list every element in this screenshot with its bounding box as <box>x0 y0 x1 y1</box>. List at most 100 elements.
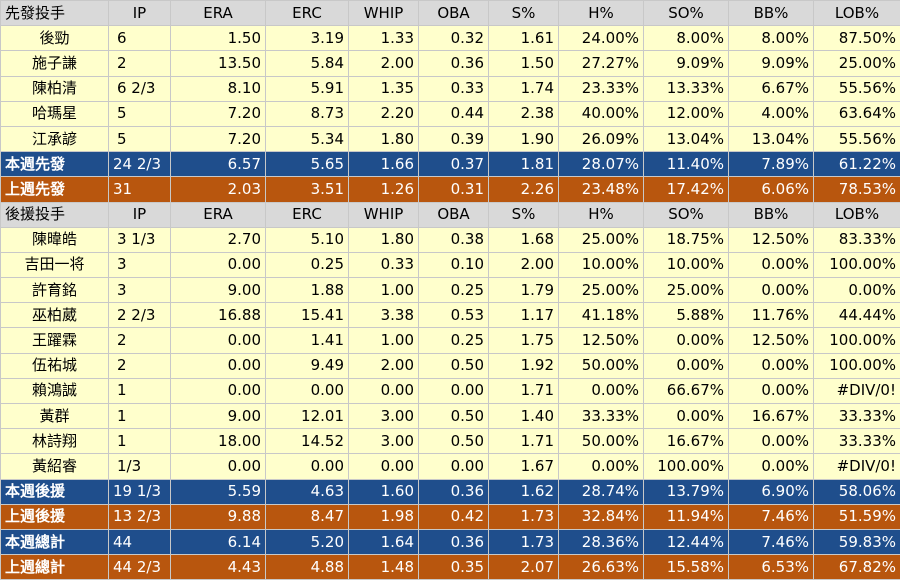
stat-cell: 0.00 <box>170 251 266 279</box>
stat-cell: 2 2/3 <box>108 302 171 329</box>
stat-cell: 1.92 <box>488 352 559 379</box>
stat-cell: 5 <box>108 125 171 153</box>
stat-cell: 1.71 <box>488 428 559 455</box>
stat-cell: 33.33% <box>813 402 900 430</box>
stat-cell: 24.00% <box>558 25 644 52</box>
row-label-cell: 黃群 <box>0 402 109 430</box>
stat-cell: 1.00 <box>348 277 419 304</box>
stat-cell: 3 1/3 <box>108 226 171 253</box>
stat-cell: 7.46% <box>728 528 814 556</box>
reliever-row: 賴鴻誠 1 0.00 0.00 0.00 0.00 1.71 0.00% 66.67% 0.00%… <box>0 377 900 405</box>
stat-cell: #DIV/0! <box>813 377 900 405</box>
stat-cell: 14.52 <box>265 428 349 455</box>
stat-cell: 8.00% <box>643 25 729 52</box>
stat-cell: WHIP <box>348 0 419 27</box>
stat-cell: 0.44 <box>418 100 489 127</box>
stat-cell: 0.00 <box>348 453 419 480</box>
stat-cell: 1.50 <box>488 50 559 77</box>
stat-cell: 78.53% <box>813 176 900 203</box>
stat-cell: 0.00% <box>728 428 814 455</box>
stat-cell: 8.10 <box>170 75 266 102</box>
stat-cell: 12.50% <box>728 327 814 354</box>
stat-cell: 10.00% <box>643 251 729 279</box>
stat-cell: 32.84% <box>558 503 644 530</box>
stat-cell: ERC <box>265 201 349 228</box>
stat-cell: 100.00% <box>813 251 900 279</box>
stat-cell: 27.27% <box>558 50 644 77</box>
row-label-cell: 上週後援 <box>0 503 109 530</box>
grand-last-week-total-row: 上週總計 44 2/3 4.43 4.88 1.48 0.35 2.07 26.63% 15.5… <box>0 554 900 581</box>
stat-cell: 13.33% <box>643 75 729 102</box>
stat-cell: 2 <box>108 50 171 77</box>
row-label-cell: 吉田一将 <box>0 251 109 279</box>
stat-cell: 0.00% <box>643 352 729 379</box>
stat-cell: 1.67 <box>488 453 559 480</box>
stat-cell: 3 <box>108 251 171 279</box>
stat-cell: 1.35 <box>348 75 419 102</box>
stat-cell: 0.00 <box>265 377 349 405</box>
row-label-cell: 賴鴻誠 <box>0 377 109 405</box>
starter-last-week-total-row: 上週先發 31 2.03 3.51 1.26 0.31 2.26 23.48% 17.42% 6.… <box>0 176 900 203</box>
stat-cell: 7.20 <box>170 100 266 127</box>
reliever-row: 陳暐皓 3 1/3 2.70 5.10 1.80 0.38 1.68 25.00% 18.75%… <box>0 226 900 253</box>
stat-cell: BB% <box>728 201 814 228</box>
stat-cell: 5.65 <box>265 151 349 178</box>
stat-cell: 55.56% <box>813 125 900 153</box>
stat-cell: 2.26 <box>488 176 559 203</box>
stat-cell: WHIP <box>348 201 419 228</box>
stat-cell: 1.41 <box>265 327 349 354</box>
stat-cell: 17.42% <box>643 176 729 203</box>
stat-cell: LOB% <box>813 0 900 27</box>
stat-cell: 25.00% <box>813 50 900 77</box>
stat-cell: 1.74 <box>488 75 559 102</box>
stat-cell: 1.80 <box>348 226 419 253</box>
stat-cell: OBA <box>418 0 489 27</box>
stat-cell: 5.84 <box>265 50 349 77</box>
stat-cell: OBA <box>418 201 489 228</box>
stat-cell: 1/3 <box>108 453 171 480</box>
reliever-row: 林詩翔 1 18.00 14.52 3.00 0.50 1.71 50.00% 16.67% 0.… <box>0 428 900 455</box>
stat-cell: 12.50% <box>558 327 644 354</box>
stat-cell: 18.75% <box>643 226 729 253</box>
stat-cell: 44 2/3 <box>108 554 171 581</box>
stat-cell: 2.03 <box>170 176 266 203</box>
stat-cell: 2.00 <box>488 251 559 279</box>
stat-cell: 2 <box>108 327 171 354</box>
stat-cell: 0.00 <box>170 453 266 480</box>
stat-cell: 2.20 <box>348 100 419 127</box>
reliever-row: 伍祐城 2 0.00 9.49 2.00 0.50 1.92 50.00% 0.00% 0.00%… <box>0 352 900 379</box>
stat-cell: 9.09% <box>728 50 814 77</box>
stat-cell: 67.82% <box>813 554 900 581</box>
row-label-cell: 林詩翔 <box>0 428 109 455</box>
stat-cell: 0.00 <box>348 377 419 405</box>
stat-cell: 5.91 <box>265 75 349 102</box>
stat-cell: 12.50% <box>728 226 814 253</box>
stat-cell: 0.00% <box>728 453 814 480</box>
stat-cell: 0.42 <box>418 503 489 530</box>
stat-cell: 9.00 <box>170 277 266 304</box>
stat-cell: 6.53% <box>728 554 814 581</box>
stat-cell: SO% <box>643 201 729 228</box>
stat-cell: 28.74% <box>558 478 644 505</box>
stat-cell: 0.00 <box>170 377 266 405</box>
starter-row: 施子謙 2 13.50 5.84 2.00 0.36 1.50 27.27% 9.09% 9.09… <box>0 50 900 77</box>
stat-cell: 1.17 <box>488 302 559 329</box>
stat-cell: 25.00% <box>643 277 729 304</box>
stat-cell: 66.67% <box>643 377 729 405</box>
stat-cell: 8.00% <box>728 25 814 52</box>
stat-cell: 44.44% <box>813 302 900 329</box>
stat-cell: 6.14 <box>170 528 266 556</box>
stat-cell: 13.04% <box>643 125 729 153</box>
stat-cell: 5.10 <box>265 226 349 253</box>
stat-cell: 1.73 <box>488 528 559 556</box>
stat-cell: 0.00% <box>558 453 644 480</box>
row-label-cell: 伍祐城 <box>0 352 109 379</box>
stat-cell: 26.09% <box>558 125 644 153</box>
stat-cell: 10.00% <box>558 251 644 279</box>
stat-cell: 1.64 <box>348 528 419 556</box>
stat-cell: 26.63% <box>558 554 644 581</box>
stat-cell: 1.26 <box>348 176 419 203</box>
stat-cell: 0.31 <box>418 176 489 203</box>
stat-cell: 28.36% <box>558 528 644 556</box>
stat-cell: 1.88 <box>265 277 349 304</box>
